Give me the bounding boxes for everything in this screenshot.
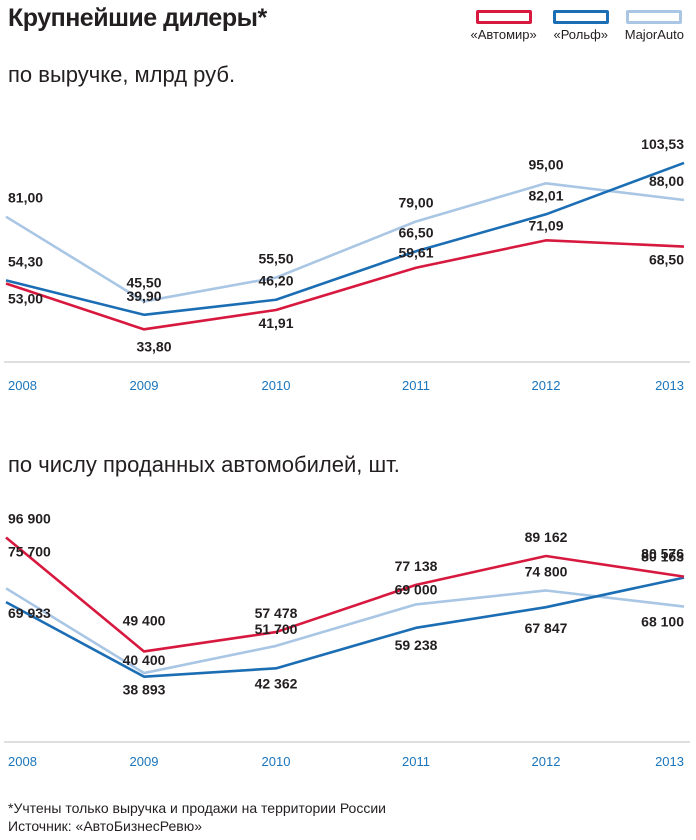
series-line-majorauto [5, 587, 685, 675]
x-tick-label: 2013 [655, 378, 684, 393]
data-label-majorauto: 40 400 [123, 652, 166, 668]
legend-item-majorauto: MajorAuto [625, 10, 684, 42]
revenue-chart-subtitle: по выручке, млрд руб. [8, 62, 236, 87]
data-label-rolf: 103,53 [641, 136, 684, 152]
legend-label-rolf: «Рольф» [553, 27, 609, 42]
data-label-majorauto: 88,00 [649, 173, 684, 189]
x-tick-label: 2011 [402, 754, 430, 769]
data-label-avtomir: 59,61 [398, 245, 433, 261]
x-tick-label: 2010 [262, 754, 291, 769]
data-label-majorauto: 95,00 [528, 156, 563, 172]
data-label-rolf: 39,90 [126, 288, 161, 304]
source-note: Источник: «АвтоБизнесРевю» [8, 818, 203, 834]
footnote: *Учтены только выручка и продажи на терр… [8, 800, 386, 816]
x-tick-label: 2011 [402, 378, 430, 393]
data-label-avtomir: 57 478 [255, 605, 298, 621]
x-tick-label: 2009 [130, 754, 159, 769]
x-tick-label: 2012 [532, 754, 561, 769]
data-label-majorauto: 75 700 [8, 543, 51, 559]
data-label-avtomir: 77 138 [395, 558, 438, 574]
data-label-majorauto: 79,00 [398, 194, 433, 210]
legend-label-majorauto: MajorAuto [624, 27, 684, 42]
legend-item-rolf: «Рольф» [552, 10, 609, 42]
data-label-avtomir: 33,80 [136, 338, 171, 354]
data-label-majorauto: 74 800 [525, 563, 568, 579]
revenue-chart: 2008 2009 2010 2011 2012 2013 53,00 33,80 41,91 5… [4, 136, 690, 393]
legend: «Автомир» «Рольф» MajorAuto [471, 10, 684, 42]
data-label-avtomir: 68,50 [649, 252, 684, 268]
data-label-rolf: 38 893 [123, 682, 166, 698]
x-tick-label: 2012 [532, 378, 561, 393]
sales-chart-subtitle: по числу проданных автомобилей, шт. [8, 452, 400, 477]
sales-chart: 2008 2009 2010 2011 2012 2013 96 900 49 400 57 4… [4, 510, 690, 769]
x-tick-label: 2010 [262, 378, 291, 393]
x-tick-label: 2013 [655, 754, 684, 769]
data-label-majorauto: 68 100 [641, 614, 684, 630]
data-label-majorauto: 69 000 [395, 581, 438, 597]
data-label-majorauto: 55,50 [258, 251, 293, 267]
data-label-rolf: 69 933 [8, 605, 51, 621]
legend-label-avtomir: «Автомир» [470, 27, 537, 42]
legend-swatch-majorauto [626, 10, 683, 24]
data-label-rolf: 67 847 [525, 620, 568, 636]
data-label-rolf: 82,01 [528, 187, 563, 203]
legend-swatch-avtomir [475, 10, 532, 24]
data-label-rolf: 59 238 [395, 637, 438, 653]
data-label-rolf: 46,20 [258, 273, 293, 289]
data-label-avtomir: 41,91 [258, 315, 293, 331]
legend-item-avtomir: «Автомир» [471, 10, 537, 42]
data-label-avtomir: 89 162 [525, 529, 568, 545]
data-label-rolf: 42 362 [255, 675, 298, 691]
chart-title: Крупнейшие дилеры* [8, 4, 267, 32]
data-label-rolf: 80 163 [641, 549, 684, 565]
series-line-rolf [5, 576, 685, 678]
series-line-rolf [5, 161, 685, 317]
series-line-avtomir [5, 536, 685, 653]
data-label-majorauto: 45,50 [126, 274, 161, 290]
x-tick-label: 2008 [8, 754, 37, 769]
data-label-avtomir: 53,00 [8, 291, 43, 307]
data-label-avtomir: 80 576 [641, 546, 684, 562]
legend-swatch-rolf [552, 10, 609, 24]
data-label-avtomir: 96 900 [8, 510, 51, 526]
data-label-majorauto: 51 700 [255, 621, 298, 637]
x-tick-label: 2009 [130, 378, 159, 393]
data-label-majorauto: 81,00 [8, 190, 43, 206]
series-line-majorauto [5, 181, 685, 303]
data-label-rolf: 66,50 [398, 224, 433, 240]
data-label-rolf: 54,30 [8, 253, 43, 269]
x-tick-label: 2008 [8, 378, 37, 393]
data-label-avtomir: 71,09 [528, 217, 563, 233]
series-line-avtomir [5, 239, 685, 331]
data-label-avtomir: 49 400 [123, 612, 166, 628]
